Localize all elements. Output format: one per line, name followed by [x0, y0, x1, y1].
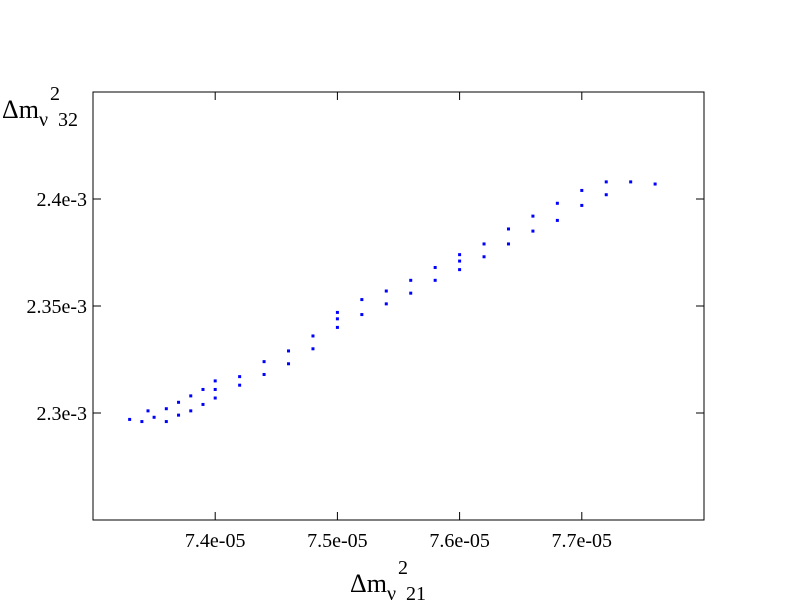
point: [238, 383, 242, 387]
point: [140, 420, 144, 424]
point: [531, 214, 535, 218]
y-label-base: Δm: [2, 95, 39, 124]
point: [335, 310, 339, 314]
point: [128, 417, 132, 421]
x-tick-label: 7.7e-05: [552, 530, 613, 552]
point: [287, 349, 291, 353]
point: [629, 180, 633, 184]
x-tick-label: 7.4e-05: [185, 530, 246, 552]
point: [177, 413, 181, 417]
y-tick-label: 2.4e-3: [36, 189, 87, 211]
point: [152, 415, 156, 419]
point: [409, 291, 413, 295]
point: [433, 278, 437, 282]
y-label-sub: ν: [39, 109, 48, 131]
point: [311, 347, 315, 351]
point: [531, 229, 535, 233]
point: [482, 255, 486, 259]
point: [201, 387, 205, 391]
point: [287, 362, 291, 366]
plot-frame: [92, 91, 705, 521]
point: [311, 334, 315, 338]
y-label-sup: 2: [50, 83, 60, 105]
x-label-base: Δm: [350, 569, 387, 598]
point: [213, 379, 217, 383]
y-tick-label: 2.35e-3: [26, 296, 87, 318]
point: [238, 375, 242, 379]
point: [384, 289, 388, 293]
point: [458, 253, 462, 257]
x-label-sup: 2: [398, 557, 408, 579]
point: [604, 193, 608, 197]
x-label-index: 21: [406, 583, 426, 605]
point: [262, 360, 266, 364]
y-label-index: 32: [58, 109, 78, 131]
point: [458, 268, 462, 272]
point: [482, 242, 486, 246]
point: [213, 396, 217, 400]
point: [189, 409, 193, 413]
point: [360, 298, 364, 302]
point: [506, 242, 510, 246]
point: [177, 400, 181, 404]
point: [164, 420, 168, 424]
point: [555, 218, 559, 222]
x-tick-label: 7.5e-05: [307, 530, 368, 552]
point: [653, 182, 657, 186]
x-axis-label: Δmν2 21: [350, 557, 426, 605]
x-label-sub: ν: [387, 583, 396, 605]
point: [201, 402, 205, 406]
point: [189, 394, 193, 398]
point: [335, 325, 339, 329]
point: [384, 302, 388, 306]
point: [580, 203, 584, 207]
point: [335, 317, 339, 321]
y-axis-label: Δmν2 32: [2, 83, 78, 131]
y-tick-label: 2.3e-3: [36, 403, 87, 425]
point: [433, 265, 437, 269]
point: [262, 372, 266, 376]
x-tick-label: 7.6e-05: [429, 530, 490, 552]
point: [506, 227, 510, 231]
point: [604, 180, 608, 184]
point: [146, 409, 150, 413]
point: [213, 387, 217, 391]
point: [409, 278, 413, 282]
point: [580, 188, 584, 192]
point: [164, 407, 168, 411]
point: [360, 313, 364, 317]
point: [458, 259, 462, 263]
point: [555, 201, 559, 205]
